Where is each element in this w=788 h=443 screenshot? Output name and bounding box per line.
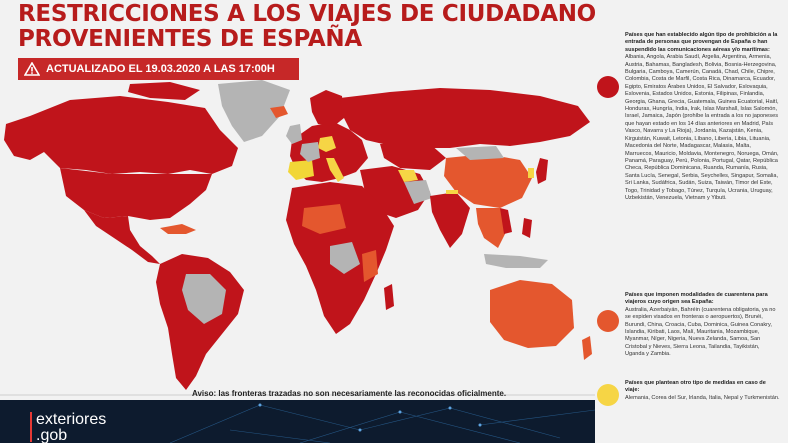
kazakhstan-region <box>380 144 446 170</box>
brazil-grey-region <box>182 274 226 324</box>
philippines-region <box>522 218 532 238</box>
logo-line-2: .gob <box>36 427 68 443</box>
update-banner: ACTUALIZADO EL 19.03.2020 A LAS 17:00H <box>18 58 299 80</box>
usa-region <box>60 168 212 220</box>
logo-line-1: exteriores <box>36 411 107 428</box>
antarctica-hint-region <box>0 394 595 396</box>
central-africa-grey-region <box>330 242 360 274</box>
update-banner-text: ACTUALIZADO EL 19.03.2020 A LAS 17:00H <box>46 63 275 75</box>
spain-region <box>288 160 314 180</box>
india-region <box>430 192 470 248</box>
japan-region <box>536 158 548 184</box>
mexico-region <box>84 210 160 264</box>
alaska-region <box>4 116 44 160</box>
legend-heading: Países que plantean otro tipo de medidas… <box>625 380 766 394</box>
korea-region <box>528 168 534 178</box>
turkmenistan-region <box>398 170 418 182</box>
france-region <box>300 142 320 162</box>
vietnam-region <box>500 208 512 234</box>
east-africa-region <box>362 250 378 282</box>
legend-heading: Países que imponen modalidades de cuaren… <box>625 292 768 306</box>
canada-region <box>28 96 238 174</box>
caribbean-region <box>160 224 196 234</box>
greenland-region <box>218 80 290 142</box>
legend-countries: Albania, Angola, Arabia Saudí, Argelia, … <box>625 54 779 201</box>
legend-item-quarantine: Países que imponen modalidades de cuaren… <box>597 292 780 359</box>
madagascar-region <box>384 284 394 310</box>
russia-region <box>340 88 590 148</box>
mongolia-region <box>456 146 504 160</box>
legend-swatch-quarantine <box>597 310 619 332</box>
uk-ireland-region <box>286 124 302 144</box>
china-region <box>444 154 532 208</box>
legend-heading: Países que han establecido algún tipo de… <box>625 32 778 53</box>
sahel-region <box>302 204 346 234</box>
indonesia-region <box>484 254 548 268</box>
nepal-region <box>446 190 458 194</box>
legend-swatch-other <box>597 384 619 406</box>
iran-region <box>404 180 432 204</box>
title-line-2: PROVENIENTES DE ESPAÑA <box>18 26 362 52</box>
italy-region <box>326 158 344 182</box>
legend-countries: Alemania, Corea del Sur, Irlanda, Italia… <box>625 394 780 401</box>
legend-item-prohibition: Países que han establecido algún tipo de… <box>597 32 780 202</box>
warning-icon <box>24 62 40 76</box>
page-title: RESTRICCIONES A LOS VIAJES DE CIUDADANOS… <box>18 2 612 52</box>
australia-region <box>490 280 574 348</box>
germany-region <box>318 136 336 152</box>
new-zealand-region <box>582 336 592 360</box>
legend-item-other: Países que plantean otro tipo de medidas… <box>597 380 780 406</box>
legend-countries: Australia, Azerbaiyán, Bahréin (cuarente… <box>625 306 776 358</box>
disclaimer-note: Aviso: las fronteras trazadas no son nec… <box>192 389 507 398</box>
network-decoration <box>169 403 595 443</box>
logo-bar <box>30 412 32 442</box>
legend-panel: Países que han establecido algún tipo de… <box>595 0 788 443</box>
exteriores-logo: exteriores .gob <box>30 411 107 443</box>
footer-band <box>0 400 595 443</box>
legend-swatch-prohibition <box>597 76 619 98</box>
southeast-asia-region <box>476 208 508 248</box>
iceland-region <box>270 106 288 118</box>
world-map <box>0 80 595 396</box>
scandinavia-region <box>310 90 344 126</box>
arctic-islands-region <box>128 82 200 100</box>
title-line-1: RESTRICCIONES A LOS VIAJES DE CIUDADANOS <box>18 1 613 27</box>
